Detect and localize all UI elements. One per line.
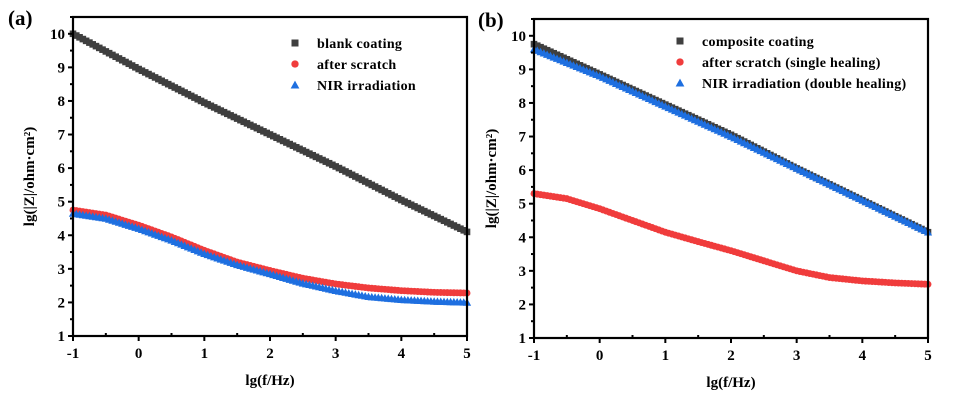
series-nir-irradiation bbox=[68, 209, 472, 306]
y-tick-label: 9 bbox=[519, 62, 527, 78]
y-axis-title: lg(|Z|/ohm·cm²) bbox=[484, 129, 500, 228]
y-tick-label: 6 bbox=[58, 161, 66, 177]
y-axis-title: lg(|Z|/ohm·cm²) bbox=[22, 127, 38, 226]
x-axis-title: lg(f/Hz) bbox=[245, 373, 294, 389]
x-tick-label: 3 bbox=[332, 346, 340, 362]
y-tick-label: 7 bbox=[58, 128, 66, 144]
x-axis-title: lg(f/Hz) bbox=[706, 375, 755, 391]
y-tick-label: 2 bbox=[519, 297, 527, 313]
y-tick-label: 5 bbox=[519, 197, 527, 213]
legend-label: NIR irradiation bbox=[317, 79, 416, 94]
x-tick-label: 1 bbox=[201, 346, 209, 362]
legend-marker-triangle-icon bbox=[290, 80, 300, 89]
y-tick-label: 9 bbox=[58, 60, 66, 76]
legend-label: composite coating bbox=[702, 35, 814, 50]
x-tick-label: 3 bbox=[793, 348, 801, 364]
x-tick-label: 1 bbox=[662, 348, 670, 364]
panel-b: -1 0 1 2 3 4 5 1 2 3 4 5 6 7 8 9 10 lg(f/Hz) lg(|Z|/ohm·cm… bbox=[478, 8, 933, 391]
legend-label: after scratch (single healing) bbox=[702, 56, 881, 71]
legend-label: NIR irradiation (double healing) bbox=[702, 77, 906, 92]
y-tick-label: 8 bbox=[519, 96, 527, 112]
legend-label: after scratch bbox=[317, 58, 396, 73]
y-tick-label: 1 bbox=[58, 329, 66, 345]
y-tick-label: 10 bbox=[511, 29, 526, 45]
x-tick-label: 4 bbox=[859, 348, 867, 364]
y-tick-label: 4 bbox=[519, 230, 527, 246]
panel-label: (b) bbox=[478, 8, 504, 32]
y-tick-label: 1 bbox=[519, 331, 527, 347]
legend-marker-square-icon bbox=[291, 39, 299, 47]
x-tick-label: 4 bbox=[398, 346, 406, 362]
x-tick-label: -1 bbox=[528, 348, 541, 364]
legend-marker-circle-icon bbox=[291, 60, 299, 68]
y-tick-label: 7 bbox=[519, 130, 527, 146]
y-tick-label: 3 bbox=[58, 262, 66, 278]
x-tick-label: 2 bbox=[266, 346, 274, 362]
y-tick-label: 10 bbox=[50, 27, 65, 43]
x-tick-label: 0 bbox=[135, 346, 143, 362]
x-tick-label: 0 bbox=[596, 348, 604, 364]
series-after-scratch bbox=[69, 206, 471, 297]
series-nir-irradiation-double-healing bbox=[529, 45, 933, 236]
legend-marker-square-icon bbox=[676, 37, 684, 45]
y-tick-label: 3 bbox=[519, 264, 527, 280]
legend: blank coating after scratch NIR irradiatio… bbox=[290, 37, 416, 94]
x-tick-label: -1 bbox=[67, 346, 80, 362]
panel-a: -1 0 1 2 3 4 5 1 2 3 4 5 6 7 8 9 10 lg(f/Hz) lg(|Z|/ohm·cm… bbox=[8, 6, 472, 389]
legend-label: blank coating bbox=[317, 37, 402, 52]
y-tick-label: 4 bbox=[58, 228, 66, 244]
series-blank-coating bbox=[69, 30, 471, 236]
legend-marker-circle-icon bbox=[676, 58, 684, 66]
x-tick-label: 5 bbox=[924, 348, 932, 364]
y-tick-label: 5 bbox=[58, 195, 66, 211]
x-tick-label: 2 bbox=[727, 348, 735, 364]
legend: composite coating after scratch (single h… bbox=[675, 35, 906, 92]
panel-label: (a) bbox=[8, 6, 33, 30]
x-tick-label: 5 bbox=[463, 346, 471, 362]
legend-marker-triangle-icon bbox=[675, 78, 685, 87]
series-after-scratch-single-healing bbox=[530, 190, 932, 288]
y-tick-label: 8 bbox=[58, 94, 66, 110]
y-tick-label: 6 bbox=[519, 163, 527, 179]
y-tick-label: 2 bbox=[58, 295, 66, 311]
